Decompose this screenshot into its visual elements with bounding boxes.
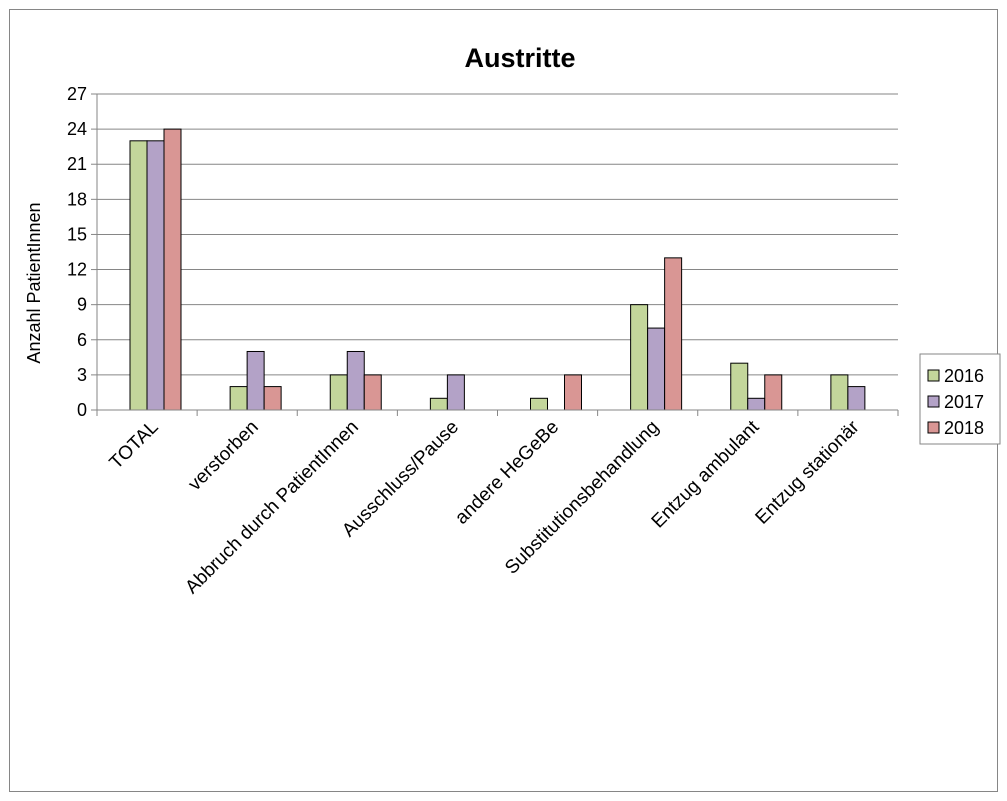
legend-label-2016: 2016 [944, 366, 984, 386]
y-tick-label: 6 [77, 330, 87, 350]
bar-2016-4 [530, 397, 548, 411]
bar-2018-0 [163, 128, 182, 411]
y-tick-label: 9 [77, 295, 87, 315]
y-tick-label: 24 [67, 119, 87, 139]
legend-swatch-2016 [927, 369, 940, 382]
x-category-label: andere HeGeBe [451, 417, 563, 529]
y-tick-labels: 0 3 6 9 12 15 18 21 24 27 [67, 84, 87, 420]
legend-label-2017: 2017 [944, 392, 984, 412]
bar-2017-6 [747, 397, 766, 411]
gridlines [91, 93, 898, 411]
y-tick-label: 21 [67, 154, 87, 174]
x-category-label: Entzug ambulant [648, 416, 764, 532]
bar-2017-3 [446, 374, 465, 411]
bar-2018-6 [764, 374, 783, 411]
bar-2017-1 [246, 350, 265, 411]
y-tick-label: 27 [67, 84, 87, 104]
y-axis-title: Anzahl PatientInnen [24, 202, 44, 363]
bar-2018-5 [664, 257, 683, 411]
bars [129, 128, 866, 411]
legend-swatch-2017 [927, 395, 940, 408]
y-tick-label: 15 [67, 224, 87, 244]
bar-2016-1 [229, 386, 248, 411]
x-category-label: Abbruch durch PatientInnen [181, 417, 362, 598]
bar-2018-1 [263, 386, 282, 411]
bar-2017-5 [647, 327, 666, 411]
y-tick-label: 18 [67, 189, 87, 209]
x-category-label: TOTAL [106, 417, 163, 474]
chart-title: Austritte [464, 43, 575, 73]
bar-2016-7 [830, 374, 849, 411]
bar-2018-2 [363, 374, 382, 411]
legend: 2016 2017 2018 [919, 353, 1001, 445]
bar-2016-3 [429, 397, 448, 411]
legend-label-2018: 2018 [944, 418, 984, 438]
bar-2017-2 [346, 350, 365, 411]
bar-2016-2 [329, 374, 348, 411]
axes [96, 94, 899, 416]
bar-2018-4 [564, 374, 582, 411]
y-tick-label: 0 [77, 400, 87, 420]
legend-swatch-2018 [927, 421, 940, 434]
x-category-label: Entzug stationär [752, 416, 864, 528]
bar-2017-7 [847, 386, 866, 411]
y-tick-label: 12 [67, 260, 87, 280]
bar-2017-0 [146, 140, 165, 411]
bar-2016-0 [129, 140, 148, 411]
bar-2016-5 [630, 304, 649, 411]
y-tick-label: 3 [77, 365, 87, 385]
bar-2016-6 [730, 362, 749, 411]
x-category-label: verstorben [184, 417, 262, 495]
